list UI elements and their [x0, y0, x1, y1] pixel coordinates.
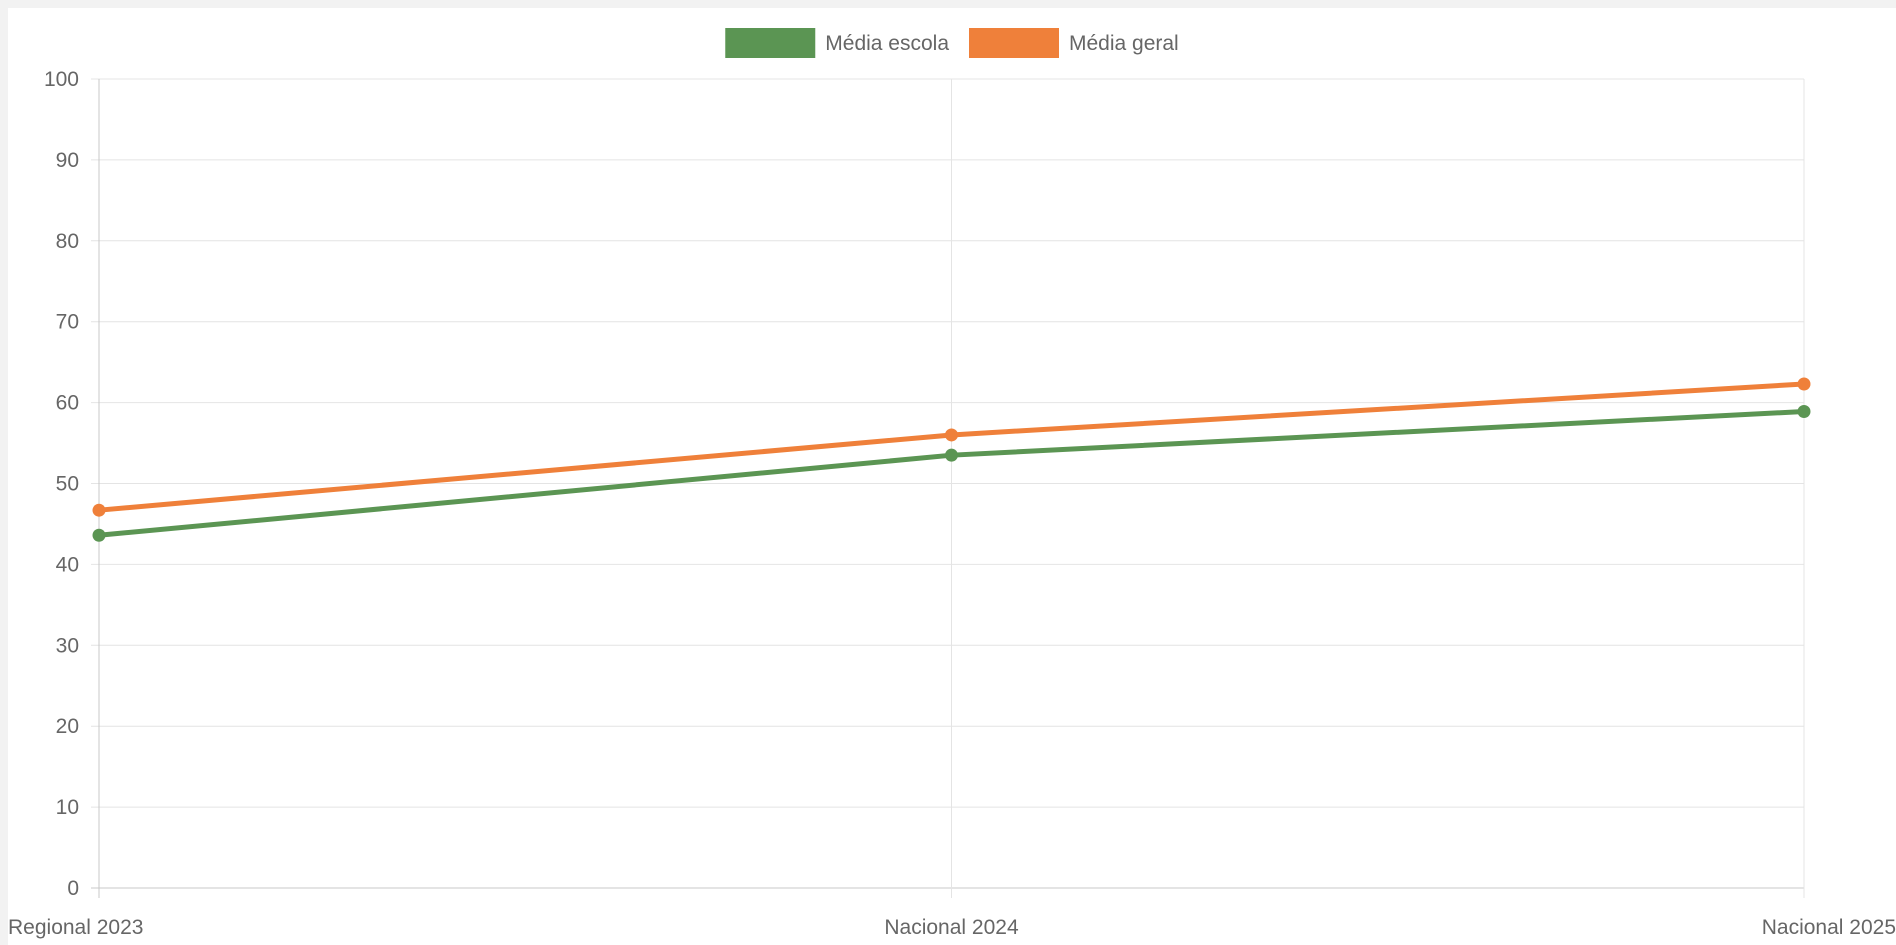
data-point[interactable]: [1797, 404, 1811, 418]
y-tick-label: 60: [56, 392, 79, 415]
y-tick-label: 70: [56, 311, 79, 334]
data-point[interactable]: [92, 528, 106, 542]
legend-item[interactable]: Média escola: [725, 28, 949, 58]
data-point[interactable]: [1797, 377, 1811, 391]
x-tick-label: Regional 2023: [8, 916, 143, 939]
y-tick-label: 100: [44, 68, 79, 91]
data-point[interactable]: [945, 448, 958, 462]
chart-card: 0 10 20 30 40 50 60 70 80 90 100 Regional 2023 Nacio…: [8, 8, 1896, 945]
legend-swatch: [969, 28, 1059, 58]
y-tick-label: 20: [56, 715, 79, 738]
legend-label: Média geral: [1069, 32, 1179, 55]
y-tick-label: 0: [67, 877, 79, 900]
y-tick-label: 10: [56, 796, 79, 819]
x-tick-label: Nacional 2025: [1762, 916, 1896, 939]
legend[interactable]: Média escola Média geral: [725, 28, 1179, 58]
y-tick-label: 50: [56, 473, 79, 496]
y-tick-label: 90: [56, 149, 79, 172]
axis-layer: 0 10 20 30 40 50 60 70 80 90 100 Regional 2023 Nacio…: [8, 68, 1896, 939]
line-chart: 0 10 20 30 40 50 60 70 80 90 100 Regional 2023 Nacio…: [8, 28, 1896, 939]
legend-label: Média escola: [825, 32, 949, 55]
legend-item[interactable]: Média geral: [969, 28, 1179, 58]
y-tick-label: 40: [56, 553, 79, 576]
data-point[interactable]: [92, 503, 106, 517]
y-tick-label: 30: [56, 634, 79, 657]
x-tick-label: Nacional 2024: [884, 916, 1019, 939]
series-layer: [92, 377, 1811, 542]
data-point[interactable]: [945, 428, 958, 442]
legend-swatch: [725, 28, 816, 58]
y-tick-label: 80: [56, 230, 79, 253]
